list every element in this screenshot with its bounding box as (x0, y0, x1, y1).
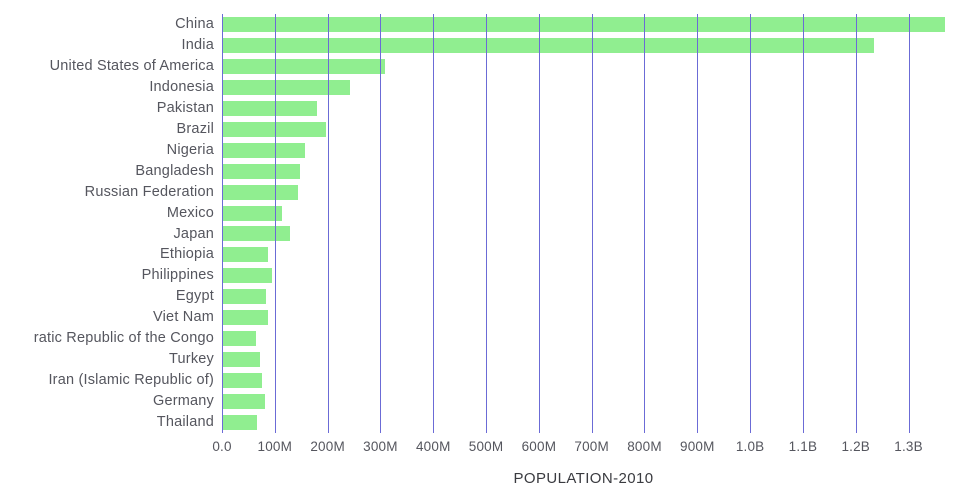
bar (222, 226, 291, 242)
x-tick-label: 300M (363, 439, 398, 454)
gridline (327, 14, 329, 433)
bar (222, 247, 269, 263)
bar (222, 415, 258, 431)
x-tick-label: 1.1B (788, 439, 818, 454)
category-label: Indonesia (149, 78, 214, 95)
bar (222, 79, 350, 95)
category-label: India (181, 36, 214, 53)
category-label: Nigeria (166, 141, 214, 158)
bar (222, 310, 269, 326)
gridline (855, 14, 857, 433)
gridline (486, 14, 488, 433)
x-tick-label: 200M (310, 439, 345, 454)
bar (222, 331, 257, 347)
x-tick-label: 100M (257, 439, 293, 454)
bar (222, 268, 272, 284)
gridline (908, 14, 910, 433)
category-label: Viet Nam (153, 309, 214, 326)
gridline (802, 14, 804, 433)
x-tick-label: 1.3B (894, 439, 923, 454)
category-label: Russian Federation (84, 183, 214, 200)
plot-area (222, 14, 945, 433)
category-label: Mexico (166, 204, 214, 221)
gridline (750, 14, 752, 433)
gridline (697, 14, 699, 433)
bar (222, 184, 298, 200)
category-label: Brazil (176, 120, 214, 137)
x-tick-label: 1.0B (735, 439, 765, 454)
category-label: Thailand (156, 414, 214, 431)
category-label: Japan (173, 225, 214, 242)
x-axis-ticks: 0.0 100M 200M 300M 400M 500M 600M 700M 800M 900M 1… (212, 439, 945, 459)
gridline (591, 14, 593, 433)
x-axis-title: POPULATION-2010 (513, 470, 654, 487)
x-tick-label: 800M (627, 439, 662, 454)
category-label: United States of America (49, 57, 214, 74)
bar (222, 37, 874, 53)
bar (222, 58, 386, 74)
bar (222, 352, 261, 368)
category-label: Ethiopia (160, 246, 214, 263)
bar (222, 373, 262, 389)
bar (222, 121, 326, 137)
category-label: Germany (152, 393, 214, 410)
category-label: ratic Republic of the Congo (33, 330, 214, 347)
bar (222, 205, 283, 221)
category-label: China (175, 16, 214, 32)
category-label: Iran (Islamic Republic of) (48, 372, 214, 389)
bar (222, 16, 945, 32)
x-tick-label: 600M (521, 439, 557, 454)
gridline (380, 14, 382, 433)
bar (222, 394, 265, 410)
x-tick-label: 400M (415, 439, 451, 454)
category-labels: China India United States of America Indone… (0, 14, 214, 433)
x-tick-label: 900M (680, 439, 715, 454)
bar (222, 100, 317, 116)
category-label: Bangladesh (135, 162, 214, 179)
bar (222, 163, 301, 179)
category-label: Turkey (169, 351, 214, 368)
category-label: Philippines (141, 267, 214, 284)
bar (222, 289, 266, 305)
gridline (538, 14, 540, 433)
x-tick-label: 1.2B (841, 439, 871, 454)
bar (222, 142, 306, 158)
x-tick-label: 0.0 (212, 439, 232, 454)
x-tick-label: 500M (468, 439, 504, 454)
category-label: Pakistan (156, 99, 214, 116)
gridline (644, 14, 646, 433)
gridline (222, 14, 223, 433)
category-label: Egypt (175, 288, 214, 305)
x-tick-label: 700M (574, 439, 609, 454)
gridline (433, 14, 435, 433)
gridline (274, 14, 276, 433)
